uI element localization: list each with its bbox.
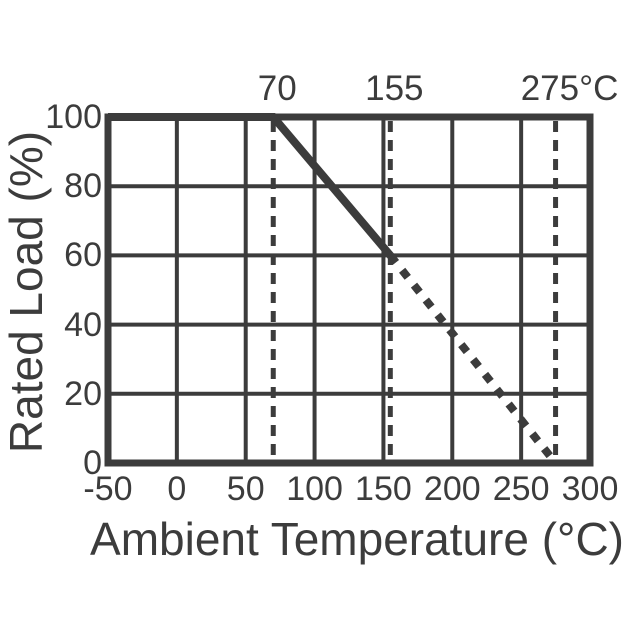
marker-label: 275°C (520, 69, 619, 108)
marker-label: 155 (365, 69, 424, 108)
x-axis-title: Ambient Temperature (°C) (90, 513, 624, 565)
y-tick-label: 60 (64, 236, 102, 275)
derating-curve-solid (108, 113, 394, 258)
y-tick-label: 20 (64, 374, 102, 413)
y-tick-label: 80 (64, 167, 102, 206)
y-tick-label: 100 (45, 98, 102, 136)
x-tick-label: 200 (423, 470, 481, 508)
x-tick-label: -50 (83, 470, 133, 508)
derating-curve-dashed (387, 252, 559, 466)
x-tick-label: 250 (492, 470, 550, 508)
plot-border (104, 113, 594, 467)
marker-label: 70 (257, 69, 297, 108)
x-tick-label: 150 (355, 470, 412, 508)
y-tick-label: 40 (64, 305, 102, 344)
x-tick-label: 100 (286, 470, 343, 508)
x-tick-label: 0 (167, 470, 187, 508)
y-tick-label: 0 (83, 444, 102, 482)
x-tick-label: 50 (226, 470, 265, 508)
x-tick-label: 300 (561, 470, 619, 508)
